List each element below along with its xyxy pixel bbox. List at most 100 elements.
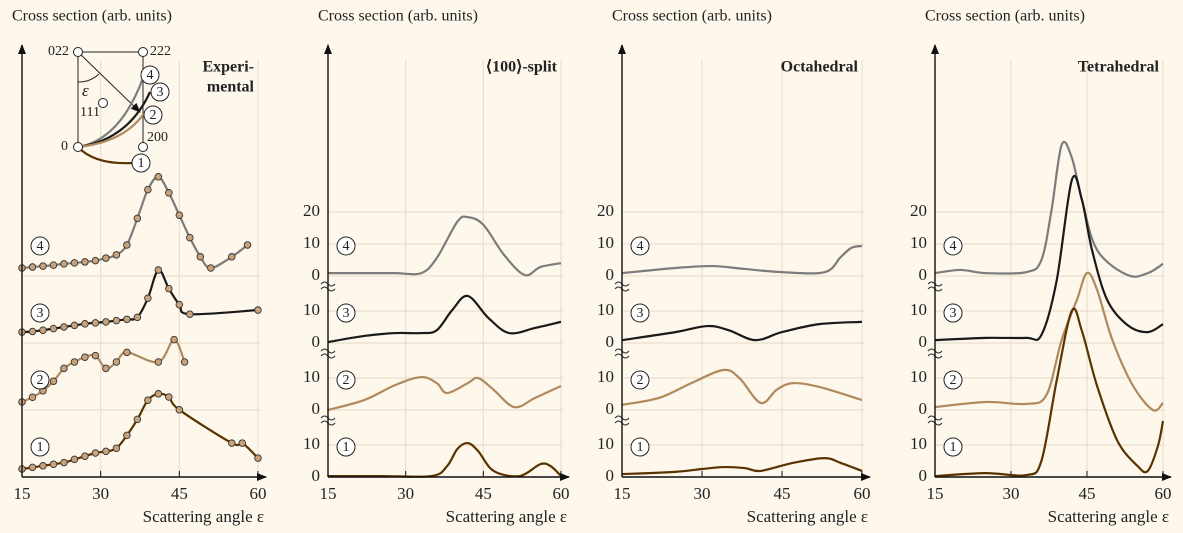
curve-label: 2 <box>637 373 644 388</box>
inset-angle <box>77 73 100 83</box>
inset-label: 200 <box>147 130 168 145</box>
panel-label: Experi- <box>202 59 254 76</box>
data-point <box>228 439 236 447</box>
curve-label: 4 <box>637 239 644 254</box>
y-tick-label: 0 <box>919 265 928 284</box>
curve <box>327 375 562 412</box>
curve-label-circle <box>630 303 650 323</box>
data-point <box>254 454 262 462</box>
curve-label: 4 <box>343 239 350 254</box>
data-point <box>154 266 163 274</box>
curve-label: 3 <box>37 306 44 321</box>
y-tick-label: 10 <box>597 434 614 453</box>
y-tick-label: 0 <box>919 332 928 351</box>
curve-label-circle <box>336 437 356 457</box>
data-point <box>60 364 68 373</box>
curve-label-circle <box>30 236 50 256</box>
x-tick-label: 45 <box>171 484 188 503</box>
y-tick-label: 0 <box>312 399 321 418</box>
inset-frame <box>77 51 144 147</box>
data-point <box>91 351 100 360</box>
curve-label-circle <box>30 437 50 457</box>
curve-label-circle <box>336 303 356 323</box>
data-point <box>175 300 184 309</box>
axis-title: Cross section (arb. units) <box>612 8 772 25</box>
data-point <box>165 284 173 293</box>
y-tick-label: 20 <box>910 201 927 220</box>
x-tick-label: 15 <box>927 484 944 503</box>
curve <box>621 244 863 275</box>
curve <box>934 307 1165 478</box>
x-tick-label: 45 <box>475 484 492 503</box>
x-tick-label: 45 <box>774 484 791 503</box>
y-tick-label: 10 <box>597 367 614 386</box>
x-tick-label: 45 <box>1079 484 1096 503</box>
x-axis-label: Scattering angle ε <box>1048 507 1169 526</box>
lattice-site <box>138 142 148 152</box>
x-tick-label: 60 <box>553 484 570 503</box>
x-axis-label: Scattering angle ε <box>143 507 264 526</box>
y-tick-label: 20 <box>597 201 614 220</box>
data-point <box>39 326 47 334</box>
inset-label: 022 <box>48 44 69 59</box>
lattice-site <box>73 47 83 57</box>
curve <box>934 140 1164 278</box>
x-tick-label: 30 <box>1003 484 1020 503</box>
y-tick-label: 10 <box>597 300 614 319</box>
x-tick-label: 60 <box>1155 484 1172 503</box>
data-point <box>91 449 100 457</box>
data-point <box>112 358 121 366</box>
curve-label-circle <box>131 153 151 173</box>
y-tick-label: 0 <box>606 332 615 351</box>
curve <box>21 268 259 334</box>
data-point <box>49 261 58 269</box>
data-point <box>186 233 194 242</box>
y-tick-label: 0 <box>312 466 321 485</box>
data-point <box>102 447 110 456</box>
curve <box>327 294 562 344</box>
data-point <box>81 353 89 361</box>
y-tick-label: 0 <box>312 265 321 284</box>
curve-label: 2 <box>150 108 157 123</box>
curve-label-circle <box>150 82 170 102</box>
data-point <box>49 377 58 385</box>
data-point <box>175 406 184 414</box>
y-tick-label: 20 <box>303 201 320 220</box>
curve-label-circle <box>30 370 50 390</box>
y-tick-label: 10 <box>910 233 927 252</box>
x-axis-label: Scattering angle ε <box>446 507 567 526</box>
curve-label-circle <box>943 236 963 256</box>
data-point <box>144 185 152 194</box>
data-point <box>165 189 173 197</box>
curve-label: 4 <box>37 239 44 254</box>
data-point <box>102 364 110 373</box>
data-point <box>49 324 58 333</box>
data-point <box>60 323 68 331</box>
y-tick-label: 0 <box>606 265 615 284</box>
curve-label: 1 <box>138 156 145 171</box>
y-tick-label: 0 <box>312 332 321 351</box>
data-point <box>102 318 110 326</box>
data-point <box>70 259 79 267</box>
curve-label: 2 <box>950 373 957 388</box>
data-point <box>70 321 79 330</box>
curve-label: 3 <box>157 85 164 100</box>
axis-title: Cross section (arb. units) <box>925 8 1085 25</box>
curve-label: 3 <box>637 306 644 321</box>
data-point <box>238 439 247 447</box>
data-point <box>81 320 89 328</box>
data-point <box>254 306 262 314</box>
curve-label-circle <box>630 437 650 457</box>
data-point <box>133 415 142 424</box>
curve <box>21 175 249 270</box>
data-point <box>39 462 47 470</box>
data-point <box>102 254 110 262</box>
data-point <box>81 452 89 460</box>
curve-label: 4 <box>950 239 957 254</box>
y-tick-label: 0 <box>606 399 615 418</box>
curve-label: 1 <box>37 440 44 455</box>
curve <box>621 320 863 342</box>
inset-label: 222 <box>150 44 171 59</box>
data-point <box>175 211 184 219</box>
data-point <box>123 348 131 357</box>
